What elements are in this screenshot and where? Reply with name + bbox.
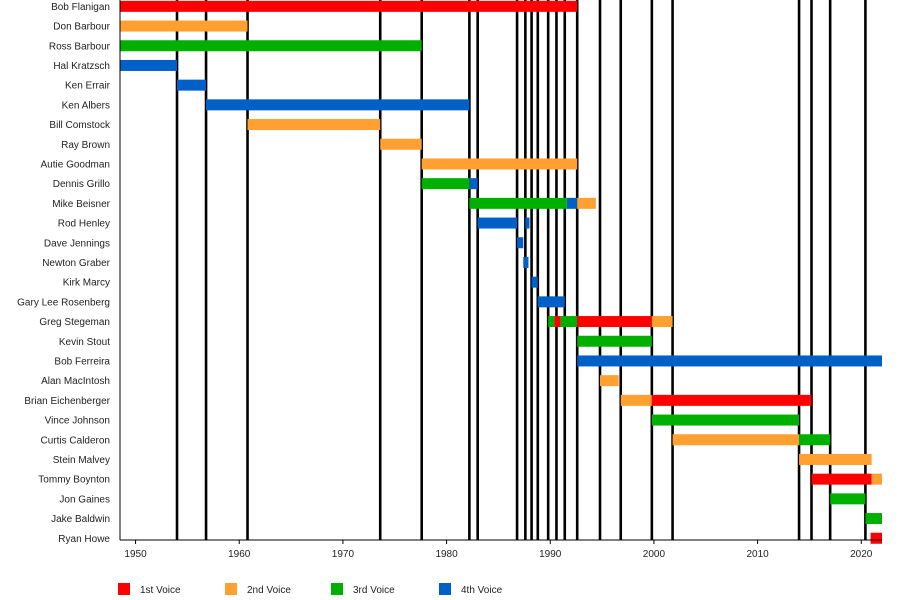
member-name-label: Vince Johnson [45, 416, 110, 427]
membership-bar-3rd-voice [799, 434, 831, 446]
member-name-labels: Bob Flanigan Don Barbour Ross Barbour Hal K… [17, 2, 111, 545]
member-name-label: Bob Flanigan [51, 2, 110, 13]
member-name-label: Newton Graber [42, 258, 110, 269]
x-axis: 1950 1960 1970 1980 1990 2000 2010 2020 [119, 0, 882, 560]
membership-bar-4th-voice [566, 197, 578, 209]
membership-bar-2nd-voice [421, 158, 578, 170]
member-name-label: Curtis Calderon [41, 435, 110, 446]
member-name-label: Ryan Howe [58, 534, 110, 545]
member-name-label: Ken Albers [62, 100, 110, 111]
member-name-label: Rod Henley [58, 219, 110, 230]
membership-bar-3rd-voice [421, 178, 470, 190]
member-name-label: Bill Comstock [49, 120, 111, 131]
legend-swatch-2nd [225, 583, 237, 595]
membership-bar-4th-voice [177, 79, 207, 91]
member-name-label: Kevin Stout [59, 337, 110, 348]
x-tick-label: 1970 [332, 549, 355, 560]
member-name-label: Dave Jennings [44, 238, 110, 249]
member-name-label: Brian Eichenberger [24, 396, 110, 407]
membership-bar-3rd-voice [469, 197, 567, 209]
membership-bar-2nd-voice [380, 138, 422, 150]
member-name-label: Bob Ferreira [54, 356, 110, 367]
membership-bar-1st-voice [870, 532, 882, 544]
membership-bar-2nd-voice [247, 119, 381, 131]
member-name-label: Ross Barbour [49, 41, 111, 52]
membership-bar-2nd-voice [600, 375, 619, 387]
membership-bar-4th-voice [525, 217, 530, 229]
x-tick-label: 1960 [228, 549, 251, 560]
membership-bar-4th-voice [531, 276, 538, 288]
membership-bar-4th-voice [523, 256, 529, 268]
member-name-label: Stein Malvey [53, 455, 110, 466]
legend-label-3rd: 3rd Voice [353, 585, 395, 596]
membership-bar-2nd-voice [651, 316, 673, 328]
membership-bar-2nd-voice [871, 473, 882, 485]
member-name-label: Mike Beisner [52, 199, 110, 210]
membership-bar-1st-voice [811, 473, 872, 485]
member-name-label: Tommy Boynton [38, 475, 110, 486]
x-tick-label: 2020 [850, 549, 873, 560]
member-name-label: Hal Kratzsch [53, 61, 110, 72]
member-name-label: Greg Stegeman [39, 317, 110, 328]
membership-bar-4th-voice [469, 178, 478, 190]
membership-bar-1st-voice [577, 316, 652, 328]
membership-bar-3rd-voice [865, 513, 882, 525]
membership-bar-3rd-voice [120, 40, 422, 52]
legend-swatch-4th [439, 583, 451, 595]
member-name-label: Ray Brown [61, 140, 110, 151]
membership-bar-2nd-voice [620, 394, 652, 406]
membership-bar-1st-voice [554, 316, 561, 328]
era-dividers [175, 0, 867, 540]
x-tick-label: 1980 [435, 549, 458, 560]
x-tick-label: 1990 [539, 549, 562, 560]
membership-bar-2nd-voice [577, 197, 596, 209]
membership-bar-1st-voice [120, 0, 578, 12]
membership-bar-3rd-voice [577, 335, 652, 347]
membership-bar-3rd-voice [548, 316, 555, 328]
membership-bar-2nd-voice [672, 434, 800, 446]
membership-bar-4th-voice [517, 237, 524, 249]
member-name-label: Kirk Marcy [63, 278, 110, 289]
membership-bar-4th-voice [206, 99, 470, 111]
membership-bar-2nd-voice [799, 453, 872, 465]
membership-bar-3rd-voice [560, 316, 578, 328]
member-name-label: Autie Goodman [41, 159, 111, 170]
member-name-label: Ken Errair [65, 81, 111, 92]
legend-label-2nd: 2nd Voice [247, 585, 291, 596]
legend-label-1st: 1st Voice [140, 585, 181, 596]
membership-bar-1st-voice [651, 394, 812, 406]
membership-bar-4th-voice [477, 217, 518, 229]
member-name-label: Don Barbour [53, 22, 110, 33]
member-name-label: Jake Baldwin [51, 514, 110, 525]
x-tick-label: 2000 [643, 549, 666, 560]
membership-bar-3rd-voice [830, 493, 866, 505]
legend: 1st Voice 2nd Voice 3rd Voice 4th Voice [118, 583, 503, 596]
member-name-label: Gary Lee Rosenberg [17, 297, 110, 308]
membership-bar-4th-voice [537, 296, 565, 308]
member-name-label: Alan MacIntosh [41, 376, 110, 387]
member-name-label: Jon Gaines [59, 494, 110, 505]
membership-bar-4th-voice [577, 355, 882, 367]
x-tick-label: 1950 [124, 549, 147, 560]
legend-swatch-1st [118, 583, 130, 595]
membership-bars [120, 0, 882, 544]
membership-bar-3rd-voice [651, 414, 800, 426]
legend-label-4th: 4th Voice [461, 585, 503, 596]
membership-bar-4th-voice [120, 59, 178, 71]
legend-swatch-3rd [331, 583, 343, 595]
membership-bar-2nd-voice [120, 20, 248, 32]
member-name-label: Dennis Grillo [53, 179, 111, 190]
x-tick-label: 2010 [746, 549, 769, 560]
